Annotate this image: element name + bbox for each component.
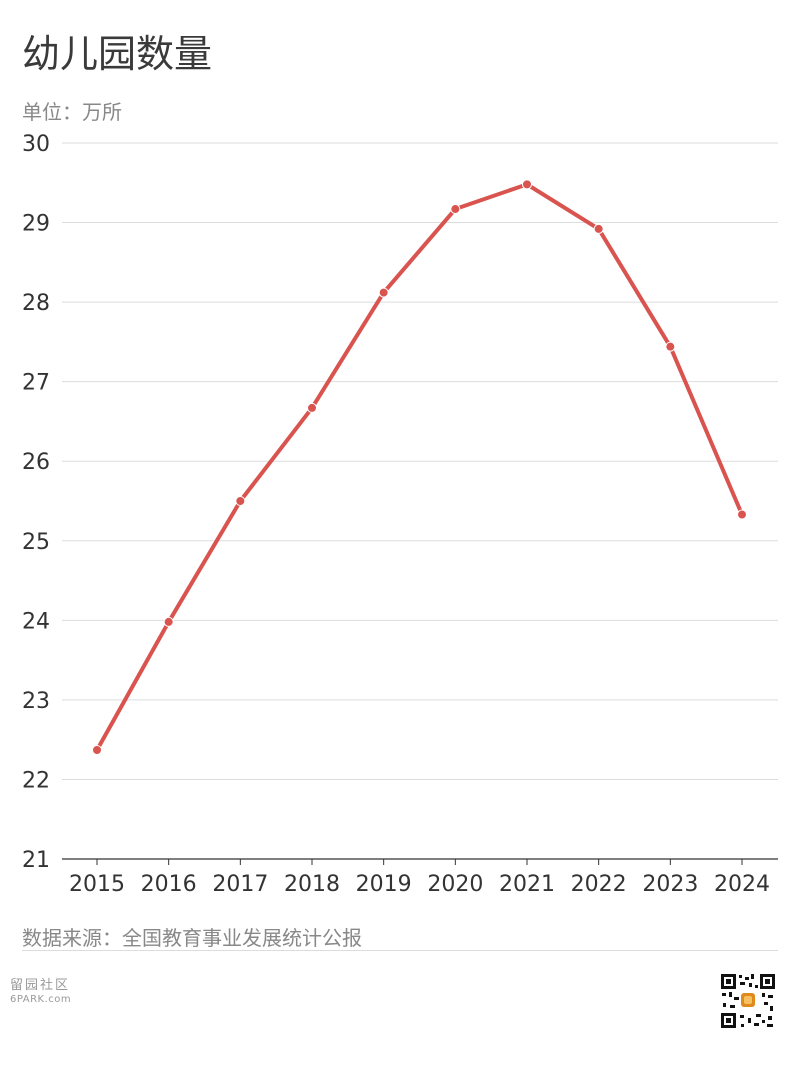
y-tick-label: 28 <box>22 291 50 316</box>
data-source: 数据来源：全国教育事业发展统计公报 <box>22 926 362 950</box>
x-tick-label: 2015 <box>69 872 125 897</box>
watermark-logo: 留园社区 6PARK.com <box>10 978 71 1006</box>
series-line-path <box>95 182 744 753</box>
x-tick-label: 2020 <box>427 872 483 897</box>
x-tick-label: 2017 <box>212 872 268 897</box>
data-point-2015 <box>92 745 102 756</box>
x-tick-label: 2022 <box>571 872 627 897</box>
y-tick-label: 21 <box>22 848 50 873</box>
series-line <box>95 182 744 753</box>
y-tick-label: 22 <box>22 768 50 793</box>
watermark-site: 6PARK.com <box>10 993 72 1005</box>
data-point-2018 <box>307 402 317 413</box>
x-tick-label: 2024 <box>714 872 770 897</box>
x-tick-label: 2023 <box>642 872 698 897</box>
data-point-2022 <box>593 223 604 234</box>
data-point-2017 <box>235 496 246 506</box>
y-tick-label: 30 <box>22 132 50 157</box>
data-point-2019 <box>378 287 389 298</box>
y-tick-label: 23 <box>22 689 50 714</box>
grid-lines <box>62 142 778 860</box>
x-tick-label: 2019 <box>356 872 412 897</box>
y-axis-ticks: 21 22 23 24 25 26 27 28 29 30 <box>22 132 50 873</box>
qr-code-icon <box>720 973 776 1029</box>
x-tick-label: 2021 <box>499 872 555 897</box>
x-axis-ticks: 2015 2016 2017 2018 2019 2020 2021 2022 2023 2024 <box>69 859 770 897</box>
divider <box>22 950 778 951</box>
y-tick-label: 26 <box>22 450 50 475</box>
data-point-2016 <box>163 616 174 627</box>
watermark-name: 留园社区 <box>10 978 71 993</box>
data-point-2020 <box>450 204 461 215</box>
y-tick-label: 29 <box>22 212 50 237</box>
y-tick-label: 27 <box>22 371 50 396</box>
data-point-2024 <box>737 509 747 520</box>
x-tick-label: 2018 <box>284 872 340 897</box>
data-point-2021 <box>522 179 532 190</box>
y-tick-label: 25 <box>22 530 50 555</box>
series-points <box>92 179 747 756</box>
y-tick-label: 24 <box>22 609 50 634</box>
x-tick-label: 2016 <box>141 872 197 897</box>
data-point-2023 <box>665 341 676 352</box>
chart-title: 幼儿园数量 <box>22 32 213 76</box>
unit-label: 单位：万所 <box>22 100 122 124</box>
